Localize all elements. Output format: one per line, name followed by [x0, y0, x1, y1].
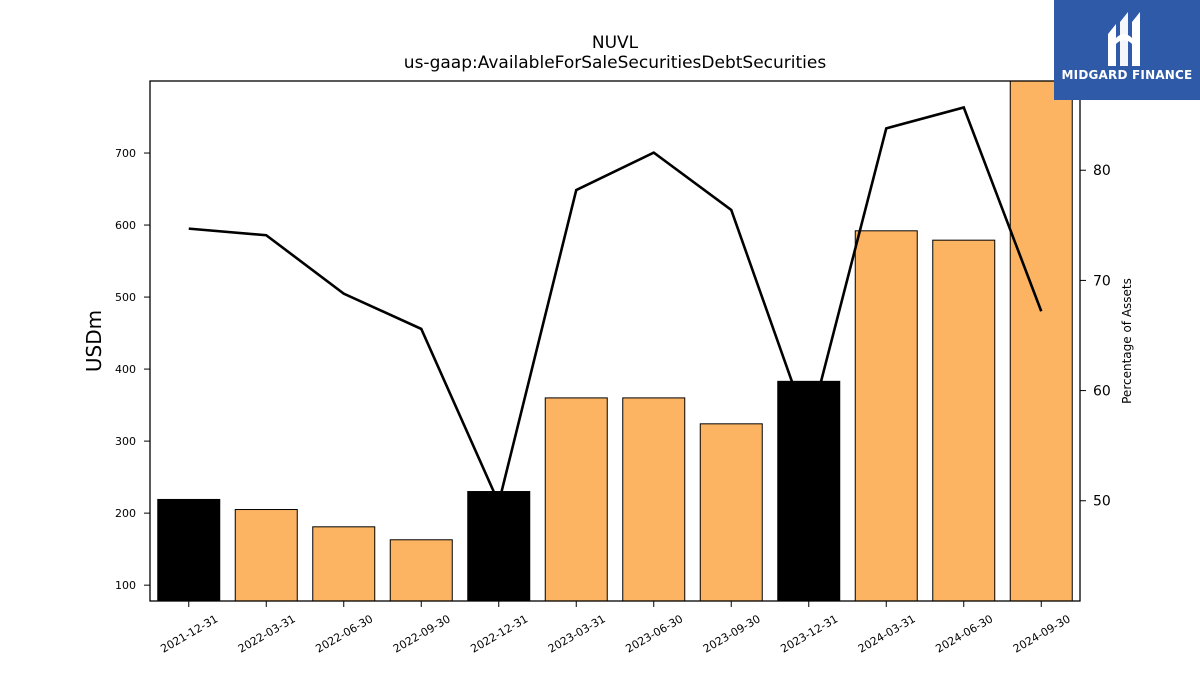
- x-tick-label: 2024-03-31: [856, 612, 918, 655]
- x-tick-label: 2022-06-30: [313, 612, 375, 655]
- y-tick-label: 400: [115, 363, 136, 376]
- bar: [312, 526, 376, 602]
- y-tick-label: 300: [115, 435, 136, 448]
- bar: [544, 397, 608, 602]
- y-axis-label: USDm: [82, 310, 106, 372]
- bar: [854, 230, 918, 602]
- y-tick-label: 600: [115, 219, 136, 232]
- y-tick-label: 100: [115, 579, 136, 592]
- line-group: [188, 105, 1043, 507]
- y2-axis-label: Percentage of Assets: [1120, 278, 1134, 404]
- bar: [932, 239, 996, 602]
- bar: [467, 491, 531, 602]
- logo-text: MIDGARD FINANCE: [1061, 68, 1193, 82]
- chart-subtitle: us-gaap:AvailableForSaleSecuritiesDebtSe…: [404, 53, 827, 73]
- bar: [389, 539, 453, 602]
- x-tick-label: 2022-12-31: [468, 612, 530, 655]
- y2-tick-label: 70: [1093, 273, 1111, 289]
- plot-frame: [149, 80, 1081, 602]
- bar: [622, 397, 686, 602]
- series-line: [188, 105, 1043, 507]
- bar: [157, 498, 221, 602]
- x-tick-label: 2023-12-31: [778, 612, 840, 655]
- x-tick-label: 2023-03-31: [546, 612, 608, 655]
- x-tick-label: 2024-09-30: [1011, 612, 1073, 655]
- x-tick-label: 2022-09-30: [391, 612, 453, 655]
- y-tick-label: 200: [115, 507, 136, 520]
- x-tick-label: 2022-03-31: [236, 612, 298, 655]
- bar: [777, 380, 841, 602]
- logo-mark-icon: [1108, 12, 1140, 66]
- y-tick-label: 700: [115, 147, 136, 160]
- bar: [1009, 80, 1073, 602]
- bar: [699, 423, 763, 602]
- bar: [234, 509, 298, 602]
- x-tick-label: 2021-12-31: [158, 612, 220, 655]
- x-tick-label: 2024-06-30: [933, 612, 995, 655]
- x-tick-label: 2023-09-30: [701, 612, 763, 655]
- y-tick-label: 500: [115, 291, 136, 304]
- chart-title: NUVL: [592, 33, 639, 53]
- y2-tick-label: 50: [1093, 494, 1111, 510]
- y2-tick-label: 60: [1093, 384, 1111, 400]
- y2-tick-label: 80: [1093, 163, 1111, 179]
- brand-logo: MIDGARD FINANCE: [1054, 0, 1200, 100]
- bars-group: [157, 80, 1073, 602]
- x-tick-label: 2023-06-30: [623, 612, 685, 655]
